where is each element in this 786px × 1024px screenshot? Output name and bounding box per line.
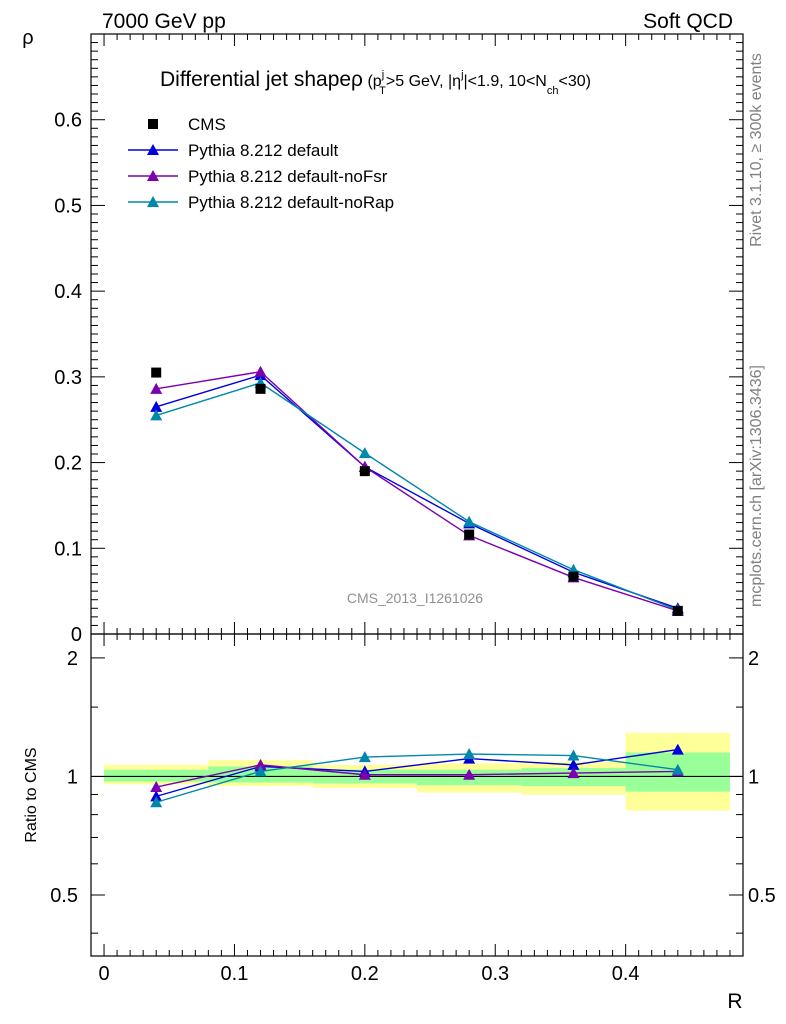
mcplots-label: mcplots.cern.ch [arXiv:1306.3436] [748, 365, 765, 607]
x-tick-label: 0 [98, 963, 109, 985]
legend-label-2: Pythia 8.212 default-noRap [188, 193, 394, 212]
data-point [151, 367, 162, 378]
plot-title-p3-sub: ch [547, 85, 559, 97]
series-marks [150, 365, 684, 808]
y-tick-label: 0 [71, 624, 82, 646]
ratio-point-2 [671, 763, 684, 775]
axes-ticks: 0 0.1 0.2 0.3 0.4 0 0.1 0.2 0.3 0.4 0.5 0.6 0.5 0.5 1 1… [50, 33, 776, 985]
ratio-tick-label: 0.5 [50, 885, 78, 907]
plot-title-main: Differential jet shapeρ [160, 68, 363, 91]
ratio-point-0 [671, 743, 684, 755]
data-point [359, 466, 370, 477]
rivet-label: Rivet 3.1.10, ≥ 300k events [748, 53, 765, 247]
ratio-point-2 [254, 765, 267, 777]
x-tick-label: 0.2 [351, 963, 379, 985]
series-point-0 [150, 400, 163, 412]
data-point [464, 529, 475, 540]
y-tick-label: 0.4 [54, 281, 82, 303]
data-point [568, 571, 579, 582]
x-tick-label: 0.1 [221, 963, 249, 985]
y-tick-label: 0.3 [54, 367, 82, 389]
plot-title-p3: |<1.9, 10<N [464, 73, 547, 90]
ratio-frame [90, 633, 744, 957]
series-point-2 [150, 409, 163, 421]
x-axis-label: R [727, 990, 742, 1013]
plot-title: Differential jet shapeρ (pj T>5 GeV, |ηj|… [160, 68, 591, 97]
ratio-tick-label: 1 [67, 766, 78, 788]
ratio-tick-label: 2 [748, 648, 759, 670]
legend-marker-1 [147, 170, 159, 181]
ratio-point-1 [150, 781, 163, 793]
plot-title-p1-sub: T [379, 85, 386, 97]
analysis-id: CMS_2013_I1261026 [347, 590, 483, 606]
ratio-line-2 [156, 753, 678, 803]
y-tick-label: 0.2 [54, 453, 82, 475]
series-point-1 [254, 365, 267, 377]
ratio-point-1 [567, 767, 580, 779]
legend-marker-0 [147, 144, 159, 155]
legend-marker-2 [147, 196, 159, 207]
y-axis-label: ρ [22, 27, 33, 49]
plot-title-p4: <30) [558, 73, 590, 90]
energy-label: 7000 GeV pp [102, 10, 226, 33]
y-tick-label: 0.1 [54, 538, 82, 560]
x-tick-label: 0.3 [481, 963, 509, 985]
series-point-1 [150, 382, 163, 394]
plot-title-p1-sup: j [381, 69, 384, 81]
ratio-line-1 [156, 764, 678, 788]
process-label: Soft QCD [643, 10, 733, 33]
y-tick-label: 0.5 [54, 195, 82, 217]
ratio-tick-label: 2 [67, 648, 78, 670]
series-line-1 [156, 370, 679, 612]
ratio-point-0 [567, 758, 580, 770]
ratio-tick-label: 0.5 [748, 885, 776, 907]
data-point [255, 383, 266, 394]
legend-label-cms: CMS [188, 115, 226, 134]
ratio-point-2 [358, 751, 371, 763]
x-tick-label: 0.4 [612, 963, 640, 985]
plot-title-p1: (p [363, 73, 382, 90]
legend: CMS Pythia 8.212 default Pythia 8.212 defa… [128, 115, 394, 212]
plot-title-p2-sup: j [460, 69, 463, 81]
legend-marker-cms [148, 119, 158, 129]
legend-label-1: Pythia 8.212 default-noFsr [188, 167, 388, 186]
ratio-point-1 [463, 768, 476, 780]
ratio-point-2 [463, 748, 476, 760]
ratio-point-0 [150, 790, 163, 802]
ratio-band-green [104, 769, 209, 782]
data-point [672, 605, 683, 616]
ratio-point-2 [150, 796, 163, 808]
ratio-line-0 [156, 748, 678, 798]
ratio-point-1 [358, 768, 371, 780]
legend-label-0: Pythia 8.212 default [188, 141, 339, 160]
ratio-axis-label: Ratio to CMS [23, 747, 40, 842]
series-point-2 [463, 515, 476, 527]
ratio-point-1 [254, 758, 267, 770]
y-tick-label: 0.6 [54, 110, 82, 132]
ratio-point-2 [567, 749, 580, 761]
series-line-0 [155, 374, 679, 609]
plot-title-p2: >5 GeV, |η [386, 73, 461, 90]
series-point-2 [358, 447, 371, 459]
series-line-2 [155, 382, 679, 611]
ratio-tick-label: 1 [748, 766, 759, 788]
